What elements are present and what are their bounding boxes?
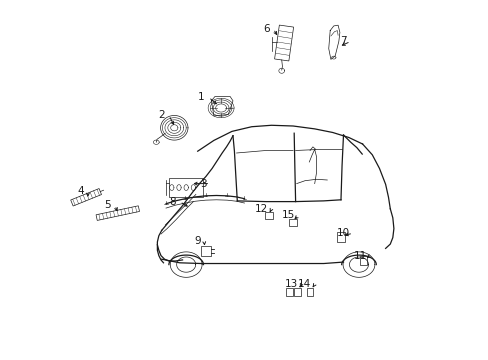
Text: 13: 13: [284, 279, 297, 289]
Text: 4: 4: [78, 186, 84, 196]
Bar: [294, 288, 300, 296]
Text: 7: 7: [340, 36, 346, 46]
Text: 6: 6: [263, 24, 269, 34]
Bar: [265, 212, 272, 219]
Text: 5: 5: [104, 200, 111, 210]
Text: 10: 10: [336, 228, 349, 238]
Bar: [200, 246, 211, 256]
Text: 12: 12: [254, 204, 267, 214]
Bar: [360, 256, 366, 265]
Bar: [285, 288, 292, 296]
Text: 2: 2: [158, 110, 165, 120]
Text: 11: 11: [353, 251, 366, 261]
Text: 3: 3: [200, 179, 206, 189]
Bar: [168, 178, 203, 197]
Text: 1: 1: [198, 92, 204, 102]
Text: 14: 14: [297, 279, 310, 289]
Text: 9: 9: [194, 236, 200, 246]
Text: 15: 15: [281, 210, 294, 220]
Bar: [288, 219, 296, 226]
Bar: [337, 232, 344, 242]
Text: 8: 8: [169, 197, 176, 207]
Bar: [306, 288, 313, 296]
